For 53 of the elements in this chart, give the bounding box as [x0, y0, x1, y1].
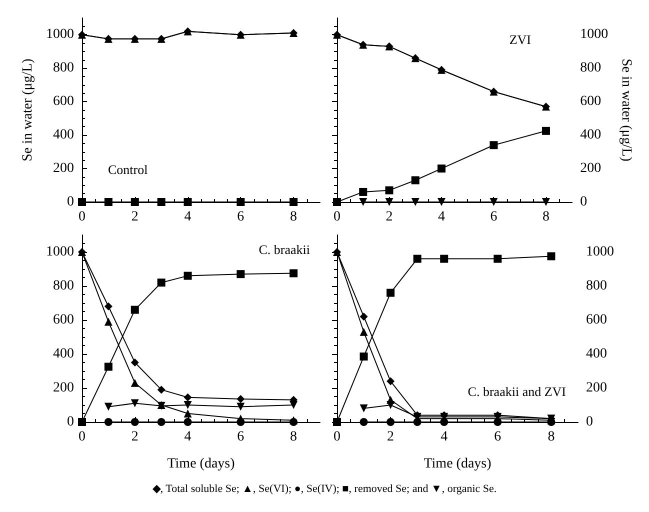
y-tick-label: 800: [53, 278, 74, 294]
annotation: C. braakii and ZVI: [468, 384, 566, 399]
x-tick-label: 6: [494, 430, 502, 444]
y-tick-label: 200: [586, 380, 607, 396]
annotation: C. braakii: [258, 242, 310, 257]
y-tick-label: 1000: [46, 27, 74, 42]
y-tick-label: 600: [586, 312, 607, 328]
y-tick-label: 1000: [46, 244, 74, 260]
y-tick-label: 0: [67, 194, 74, 210]
y-tick-label: 800: [586, 278, 607, 294]
y-tick-label: 0: [586, 414, 593, 430]
y-tick-label: 200: [580, 161, 602, 176]
x-tick-label: 8: [290, 210, 298, 224]
annotation: Control: [108, 162, 148, 177]
annotation: ZVI: [509, 32, 532, 47]
y-tick-label: 400: [53, 128, 74, 143]
x-tick-label: 0: [78, 430, 86, 444]
x-tick-label: 2: [131, 430, 138, 444]
x-tick-label: 2: [386, 210, 393, 224]
x-axis-title: Time (days): [167, 456, 236, 472]
y-tick-label: 0: [67, 414, 74, 430]
y-tick-label: 400: [53, 346, 74, 362]
x-tick-label: 4: [184, 210, 192, 224]
y-tick-label: 600: [580, 94, 602, 110]
x-tick-label: 8: [290, 430, 298, 444]
y-tick-label: 400: [580, 128, 602, 143]
x-tick-label: 4: [184, 430, 192, 444]
y-tick-label: 400: [586, 346, 607, 362]
x-tick-label: 8: [548, 430, 555, 444]
x-tick-label: 2: [387, 430, 394, 444]
x-tick-label: 2: [131, 210, 138, 224]
y-tick-label: 200: [53, 380, 74, 396]
y-tick-label: 600: [53, 94, 74, 110]
x-tick-label: 8: [542, 210, 550, 224]
y-axis-title: Se in water (μg/L): [20, 58, 36, 162]
y-tick-label: 800: [580, 60, 602, 76]
y-tick-label: 600: [53, 312, 74, 328]
y-tick-label: 0: [580, 194, 588, 210]
y-tick-label: 800: [53, 60, 74, 76]
y-tick-label: 200: [53, 161, 74, 176]
text: ◆, Total soluble Se; ▲, Se(VI); ●, Se(IV); ■, removed Se; and ▼, organic Se.: [151, 482, 498, 495]
x-tick-label: 4: [440, 430, 448, 444]
y-tick-label: 1000: [586, 244, 614, 260]
x-axis-title: Time (days): [424, 456, 492, 472]
y-axis-title: Se in water (μg/L): [618, 58, 634, 162]
x-tick-label: 0: [334, 430, 340, 444]
y-tick-label: 1000: [580, 27, 608, 42]
x-tick-label: 6: [237, 430, 244, 444]
x-tick-label: 0: [78, 210, 86, 224]
x-tick-label: 0: [334, 210, 340, 224]
x-tick-label: 6: [237, 210, 244, 224]
x-tick-label: 4: [438, 210, 445, 224]
x-tick-label: 6: [490, 210, 498, 224]
